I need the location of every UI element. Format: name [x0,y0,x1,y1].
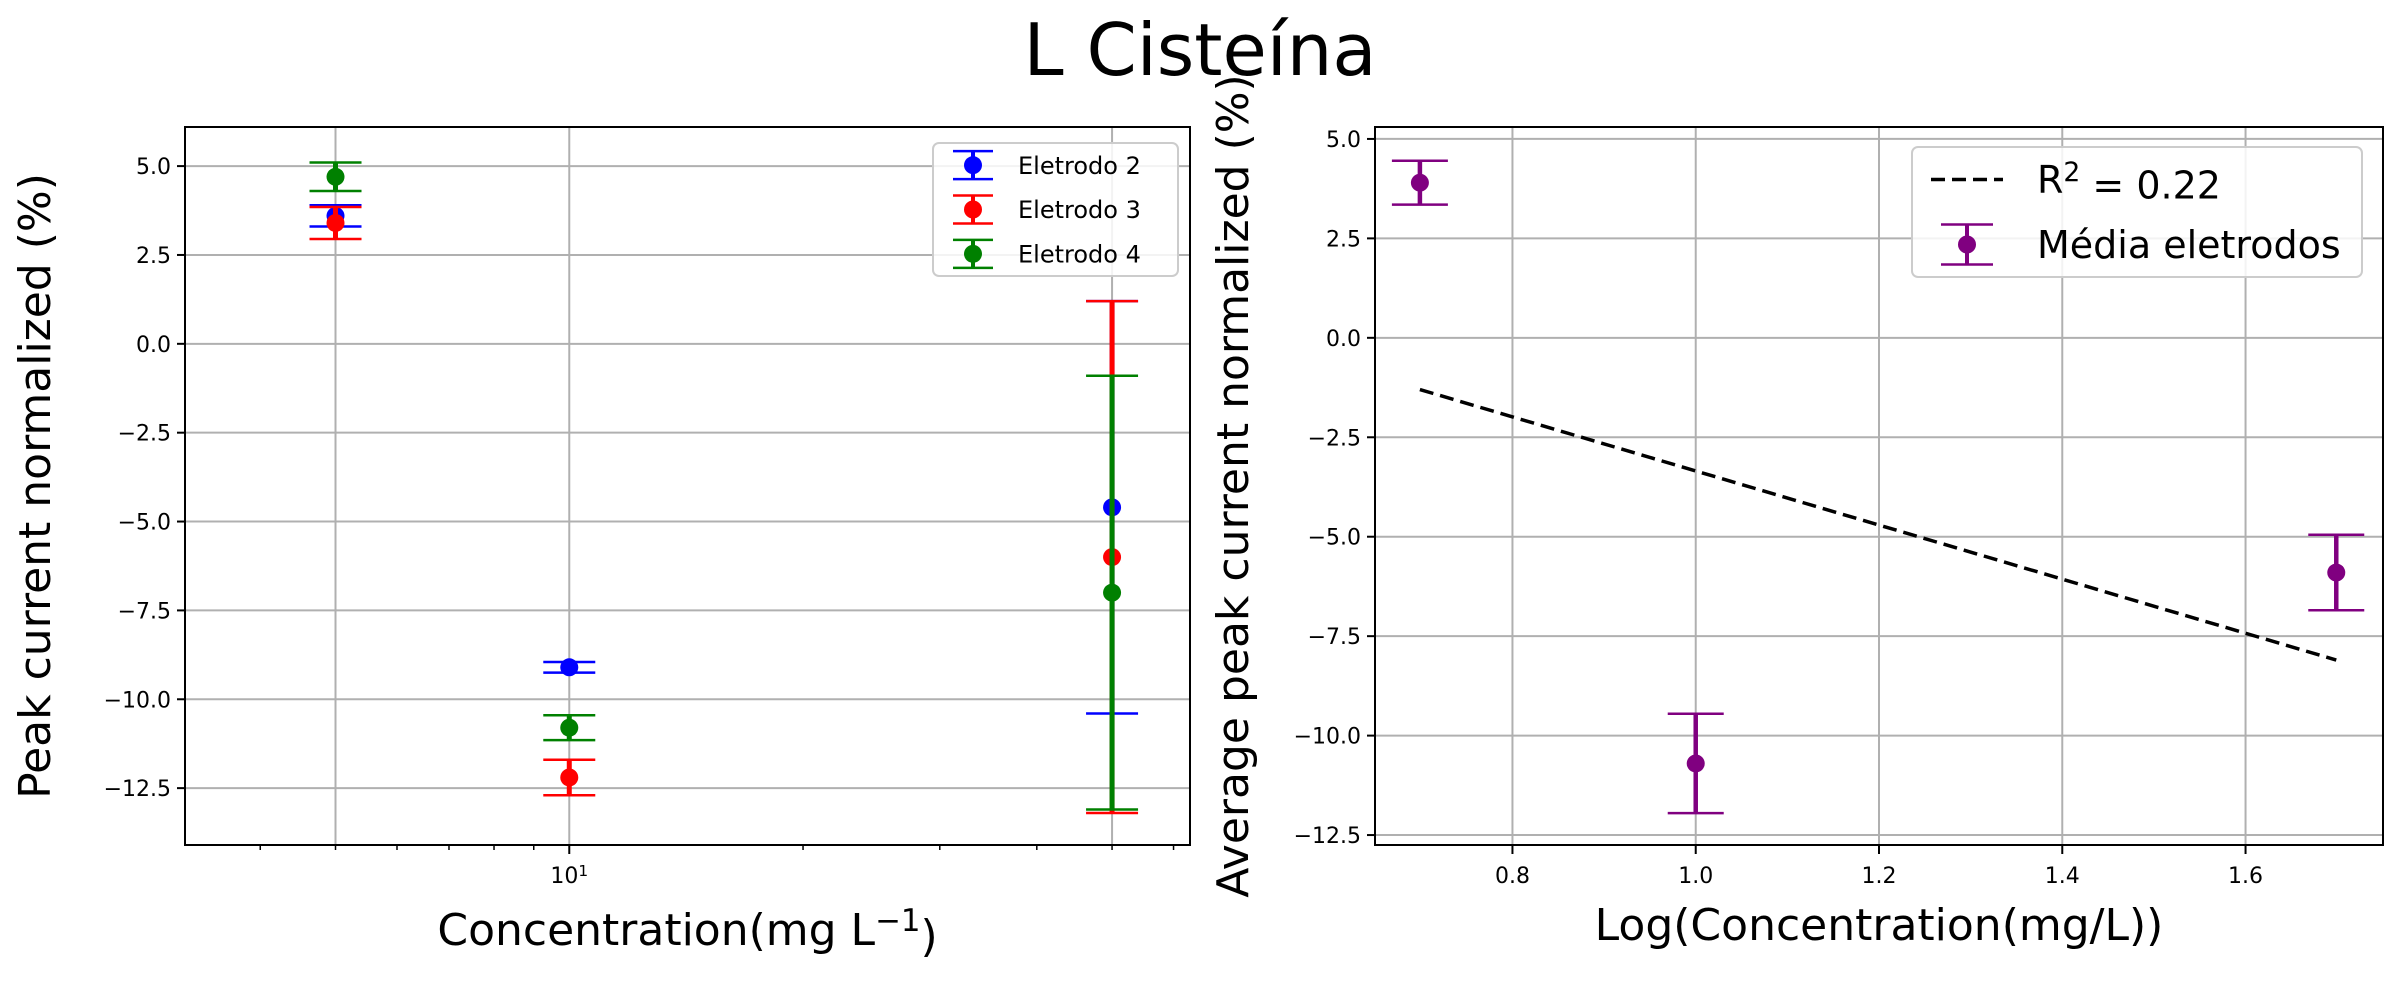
y-tick-label: −5.0 [1308,526,1361,551]
y-tick-label: −7.5 [118,599,171,624]
legend-box [932,142,1179,277]
data-point [326,213,345,232]
y-tick-label: −10.0 [1294,725,1361,750]
x-tick-label: 0.8 [1495,864,1530,889]
chart-panel-left: 5.0 2.5 0.0 −2.5 −5.0 −7.5 −10.0 −12.5 101 Concen… [10,126,1191,962]
x-axis-label: Concentration(mg L−1) [437,903,937,962]
data-point [2327,563,2346,582]
legend-label: Eletrodo 3 [1018,196,1141,224]
data-point [560,658,579,677]
x-tick-label: 1.2 [1862,864,1897,889]
y-axis-label: Average peak current normalized (%) [1208,74,1259,897]
y-tick-label: 5.0 [1326,128,1361,153]
x-tick-label: 1.4 [2045,864,2080,889]
y-tick-label: −12.5 [104,777,171,802]
legend-box [1911,146,2363,278]
fit-line [1419,387,2337,662]
y-tick-label: −12.5 [1294,824,1361,849]
x-tick-label: 1.6 [2228,864,2263,889]
legend: R2 = 0.22 Média eletrodos [1911,146,2363,278]
x-tick-label: 1.0 [1678,864,1713,889]
data-point [1686,754,1705,773]
legend-marker [1958,235,1976,254]
legend-label: Eletrodo 2 [1018,152,1141,180]
y-tick-label: −2.5 [118,422,171,447]
y-axis-label: Peak current normalized (%) [10,173,61,799]
y-tick-label: −10.0 [104,688,171,713]
y-tick-label: 0.0 [1326,327,1361,352]
y-tick-label: 0.0 [136,333,171,358]
y-tick-label: 2.5 [136,244,171,269]
figure-title: L Cisteína [1023,8,1377,92]
y-tick-label: −5.0 [118,511,171,536]
x-axis-label: Log(Concentration(mg/L)) [1595,900,2164,951]
y-tick-label: 2.5 [1326,227,1361,252]
data-point [1410,173,1429,192]
legend: Eletrodo 2 Eletrodo 3 Eletrodo 4 [932,142,1179,277]
data-point [326,167,345,186]
y-tick-label: −7.5 [1308,625,1361,650]
legend-label: Eletrodo 4 [1018,240,1141,268]
y-tick-label: 5.0 [136,155,171,180]
legend-label: R2 = 0.22 [2037,157,2221,207]
legend-marker [964,200,982,219]
x-tick-label: 101 [550,862,588,889]
legend-marker [964,244,982,263]
data-point [560,718,579,737]
data-point [560,768,579,787]
y-tick-label: −2.5 [1308,426,1361,451]
legend-label: Média eletrodos [2037,223,2341,267]
legend-marker [964,156,982,175]
chart-panel-right: 5.0 2.5 0.0 −2.5 −5.0 −7.5 −10.0 −12.5 0.8 1.0 1.2… [1208,74,2384,951]
plot-frame [184,126,1191,846]
data-point [1103,583,1122,602]
